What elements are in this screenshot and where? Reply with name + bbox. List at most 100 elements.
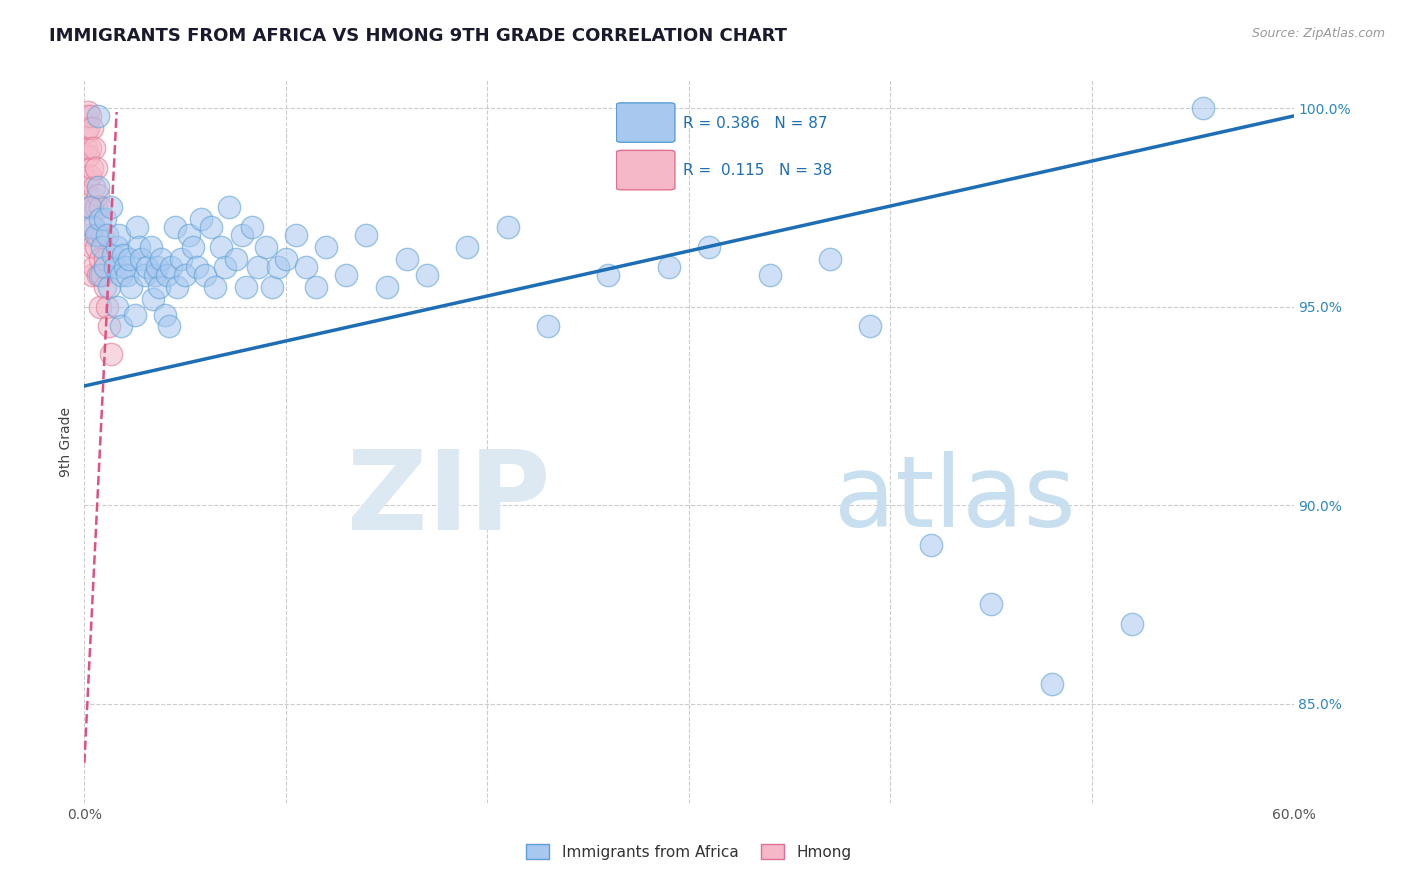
Point bbox=[89, 212, 111, 227]
Point bbox=[89, 300, 111, 314]
Point bbox=[91, 268, 114, 282]
Point bbox=[82, 200, 104, 214]
Point bbox=[214, 260, 236, 274]
Point bbox=[82, 220, 104, 235]
Point bbox=[537, 319, 560, 334]
Point bbox=[89, 200, 111, 214]
Point bbox=[77, 149, 100, 163]
Point bbox=[260, 279, 283, 293]
Point bbox=[115, 268, 138, 282]
Y-axis label: 9th Grade: 9th Grade bbox=[59, 407, 73, 476]
Point bbox=[87, 228, 110, 243]
Text: IMMIGRANTS FROM AFRICA VS HMONG 9TH GRADE CORRELATION CHART: IMMIGRANTS FROM AFRICA VS HMONG 9TH GRAD… bbox=[49, 27, 787, 45]
Point bbox=[93, 279, 115, 293]
Text: ZIP: ZIP bbox=[346, 446, 550, 553]
Point bbox=[83, 180, 105, 194]
Point bbox=[174, 268, 197, 282]
Point bbox=[87, 109, 110, 123]
Point bbox=[89, 252, 111, 266]
Point bbox=[395, 252, 418, 266]
Point bbox=[160, 260, 183, 274]
Point bbox=[859, 319, 882, 334]
Point bbox=[129, 252, 152, 266]
Point bbox=[758, 268, 780, 282]
Point bbox=[110, 268, 132, 282]
Point bbox=[148, 279, 170, 293]
Legend: Immigrants from Africa, Hmong: Immigrants from Africa, Hmong bbox=[519, 836, 859, 867]
Point bbox=[267, 260, 290, 274]
Point bbox=[89, 268, 111, 282]
Point bbox=[356, 228, 378, 243]
Point bbox=[416, 268, 439, 282]
Point bbox=[254, 240, 277, 254]
Point bbox=[79, 200, 101, 214]
Point bbox=[87, 180, 110, 194]
Point bbox=[598, 268, 620, 282]
Point bbox=[93, 212, 115, 227]
Point bbox=[86, 200, 108, 214]
Point bbox=[77, 172, 100, 186]
Point bbox=[240, 220, 263, 235]
Point bbox=[83, 141, 105, 155]
Point bbox=[91, 240, 114, 254]
Point bbox=[285, 228, 308, 243]
Point bbox=[97, 319, 120, 334]
Point bbox=[143, 268, 166, 282]
Point bbox=[105, 300, 128, 314]
Point bbox=[79, 109, 101, 123]
Point bbox=[82, 161, 104, 175]
Point bbox=[295, 260, 318, 274]
Point bbox=[110, 319, 132, 334]
Point bbox=[104, 260, 127, 274]
Point bbox=[86, 240, 108, 254]
Point bbox=[79, 141, 101, 155]
Point bbox=[120, 279, 142, 293]
Point bbox=[315, 240, 337, 254]
Point bbox=[305, 279, 328, 293]
Point bbox=[456, 240, 478, 254]
Point bbox=[165, 220, 187, 235]
Point bbox=[179, 228, 201, 243]
Point bbox=[697, 240, 720, 254]
Point bbox=[75, 109, 97, 123]
Point bbox=[658, 260, 681, 274]
Point bbox=[118, 252, 141, 266]
Point bbox=[1121, 617, 1143, 632]
Point bbox=[124, 308, 146, 322]
Point bbox=[153, 308, 176, 322]
Point bbox=[128, 240, 150, 254]
Point bbox=[86, 228, 108, 243]
Point bbox=[82, 268, 104, 282]
Point bbox=[75, 141, 97, 155]
Point bbox=[134, 268, 156, 282]
Point bbox=[82, 240, 104, 254]
Point bbox=[246, 260, 269, 274]
Point bbox=[209, 240, 232, 254]
Point bbox=[79, 169, 101, 183]
Point bbox=[1192, 101, 1215, 115]
Point bbox=[96, 228, 118, 243]
Point bbox=[146, 260, 169, 274]
Point bbox=[375, 279, 398, 293]
Point bbox=[818, 252, 841, 266]
Point bbox=[235, 279, 257, 293]
Point bbox=[218, 200, 240, 214]
Point bbox=[96, 300, 118, 314]
Point bbox=[194, 268, 217, 282]
Point bbox=[97, 279, 120, 293]
Point bbox=[920, 538, 942, 552]
Point bbox=[135, 260, 157, 274]
Point bbox=[107, 228, 129, 243]
Point bbox=[142, 292, 165, 306]
Point bbox=[77, 120, 100, 135]
Point bbox=[87, 268, 110, 282]
Point bbox=[105, 240, 128, 254]
Point bbox=[75, 125, 97, 139]
Point bbox=[125, 220, 148, 235]
Point bbox=[225, 252, 247, 266]
Point bbox=[82, 120, 104, 135]
Point bbox=[87, 188, 110, 202]
Point bbox=[77, 188, 100, 202]
Point bbox=[335, 268, 357, 282]
Point bbox=[181, 240, 204, 254]
